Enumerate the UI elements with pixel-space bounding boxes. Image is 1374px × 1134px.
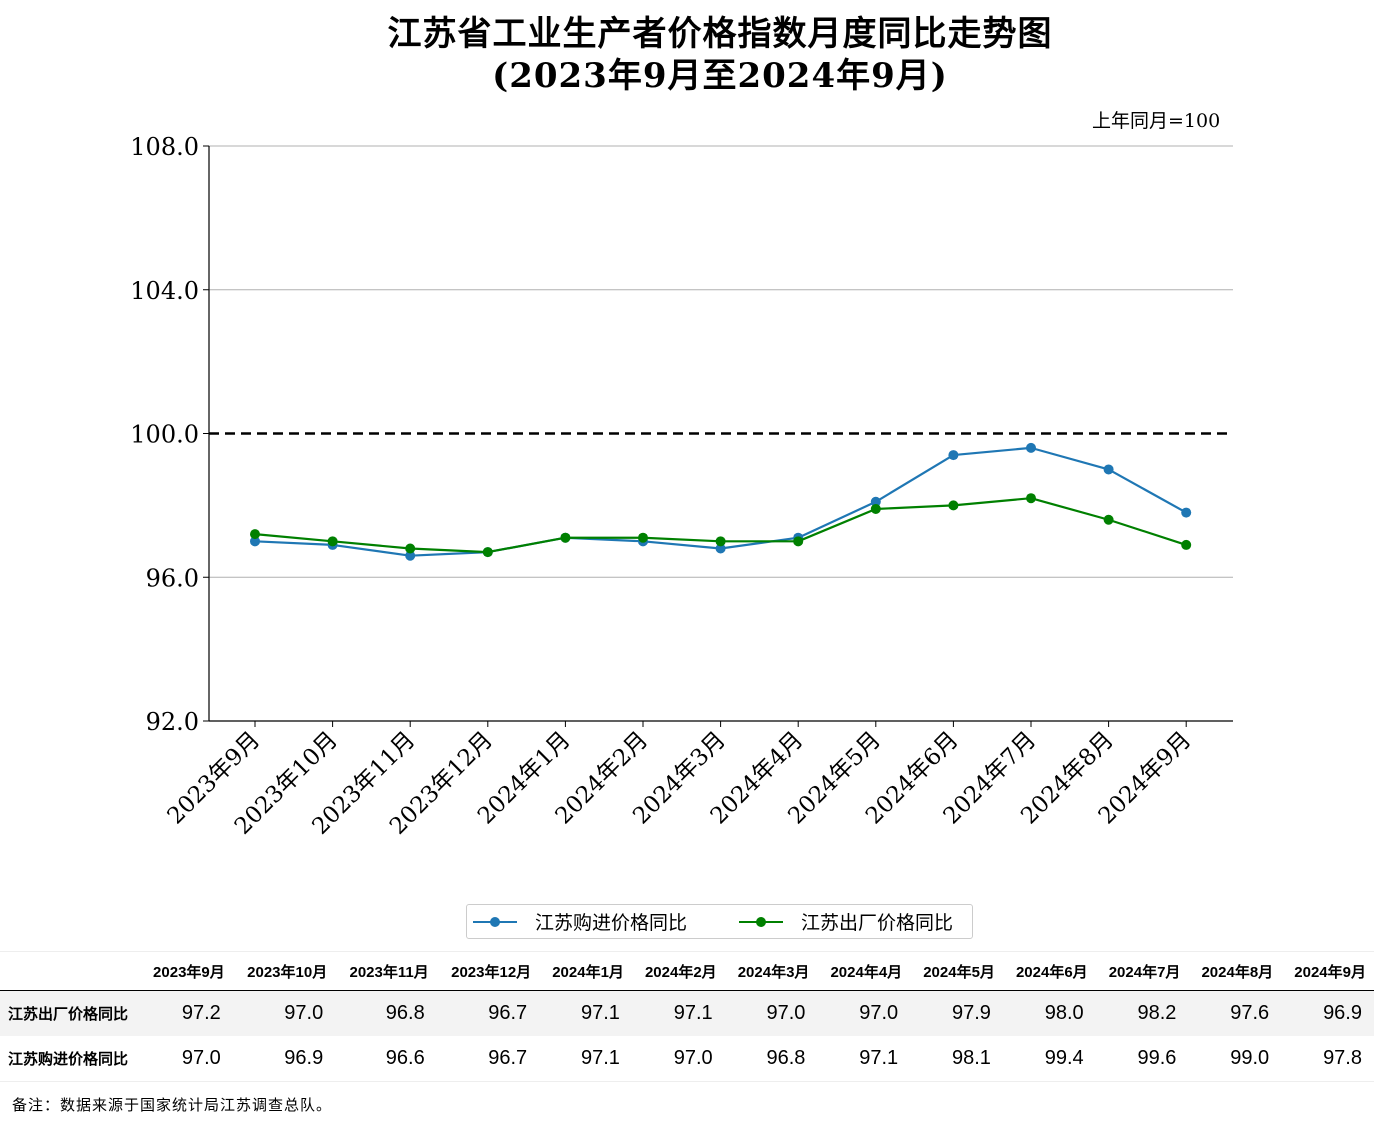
data-point-exfactory bbox=[1103, 514, 1114, 525]
table-header-cell: 2024年2月 bbox=[631, 951, 725, 991]
data-point-exfactory bbox=[793, 536, 804, 547]
data-point-exfactory bbox=[250, 529, 260, 540]
legend-label-exfactory: 江苏出厂价格同比 bbox=[801, 912, 954, 934]
table-row: 江苏出厂价格同比 97.2 97.0 96.8 96.7 97.1 97.1 97.0 97.0… bbox=[0, 990, 1374, 1036]
data-point-purchase bbox=[250, 536, 260, 547]
data-point-purchase bbox=[1026, 442, 1036, 453]
table-cell: 96.7 bbox=[436, 990, 540, 1036]
unit-note: 上年同月=100 bbox=[1092, 110, 1221, 132]
data-point-exfactory bbox=[715, 536, 726, 547]
data-point-exfactory bbox=[1181, 539, 1192, 550]
data-point-exfactory bbox=[405, 543, 416, 554]
table-cell: 97.1 bbox=[631, 990, 725, 1036]
table-cell: 96.6 bbox=[335, 1036, 437, 1082]
table-header-row: 2023年9月 2023年10月 2023年11月 2023年12月 2024年1月 20… bbox=[0, 951, 1374, 991]
chart-title: 江苏省工业生产者价格指数月度同比走势图 bbox=[387, 14, 1053, 54]
data-point-purchase bbox=[405, 550, 416, 561]
table-row: 江苏购进价格同比 97.0 96.9 96.6 96.7 97.1 97.0 96.8 97.1… bbox=[0, 1036, 1374, 1082]
table-corner-cell bbox=[0, 951, 141, 991]
table-cell: 98.0 bbox=[1002, 990, 1096, 1036]
legend: 江苏购进价格同比 江苏出厂价格同比 bbox=[466, 904, 973, 939]
table-cell: 97.0 bbox=[817, 990, 911, 1036]
legend-swatch-exfactory bbox=[739, 911, 783, 933]
line-chart: 92.0 96.0 100.0 104.0 108.0 2023年9月2023年10月2… bbox=[130, 133, 1233, 840]
table-cell: 97.1 bbox=[817, 1036, 911, 1082]
table-cell: 96.8 bbox=[335, 990, 437, 1036]
y-ticks: 92.0 96.0 100.0 104.0 108.0 bbox=[130, 133, 209, 736]
data-point-purchase bbox=[1181, 507, 1192, 518]
table-cell: 98.1 bbox=[910, 1036, 1003, 1082]
legend-label-purchase: 江苏购进价格同比 bbox=[535, 912, 688, 934]
table-header-cell: 2024年7月 bbox=[1095, 951, 1189, 991]
data-point-exfactory bbox=[638, 532, 648, 543]
data-point-purchase bbox=[1103, 464, 1114, 475]
y-tick-label: 96.0 bbox=[146, 564, 199, 592]
table-header-cell: 2024年8月 bbox=[1188, 951, 1282, 991]
table-header-cell: 2024年5月 bbox=[910, 951, 1003, 991]
data-point-purchase bbox=[715, 543, 726, 554]
table-cell: 97.1 bbox=[539, 990, 632, 1036]
table-header-cell: 2024年4月 bbox=[817, 951, 911, 991]
data-point-exfactory bbox=[327, 536, 338, 547]
y-tick-label: 104.0 bbox=[130, 277, 199, 305]
legend-item-purchase: 江苏购进价格同比 bbox=[473, 905, 687, 938]
table-header-cell: 2023年12月 bbox=[436, 951, 540, 991]
table-header-cell: 2023年11月 bbox=[335, 951, 437, 991]
table-row-label: 江苏出厂价格同比 bbox=[0, 990, 141, 1036]
table-row-label: 江苏购进价格同比 bbox=[0, 1036, 141, 1082]
table-cell: 97.0 bbox=[140, 1036, 233, 1082]
table-header-cell: 2024年1月 bbox=[539, 951, 632, 991]
table-cell: 97.0 bbox=[631, 1036, 725, 1082]
table-cell: 96.7 bbox=[436, 1036, 540, 1082]
chart-subtitle: (2023年9月至2024年9月) bbox=[492, 56, 948, 96]
table-cell: 99.0 bbox=[1188, 1036, 1282, 1082]
data-point-exfactory bbox=[948, 500, 959, 511]
table-cell: 97.6 bbox=[1188, 990, 1282, 1036]
table-cell: 98.2 bbox=[1095, 990, 1189, 1036]
table-header-cell: 2024年3月 bbox=[724, 951, 818, 991]
table-header-cell: 2024年6月 bbox=[1002, 951, 1096, 991]
table-cell: 97.2 bbox=[140, 990, 233, 1036]
data-point-exfactory bbox=[1026, 493, 1036, 504]
data-point-exfactory bbox=[482, 547, 493, 558]
data-point-purchase bbox=[870, 496, 881, 507]
table-header-cell: 2024年9月 bbox=[1281, 951, 1374, 991]
table-cell: 97.9 bbox=[910, 990, 1003, 1036]
table-cell: 96.8 bbox=[724, 1036, 818, 1082]
table-cell: 97.0 bbox=[724, 990, 818, 1036]
table-cell: 96.9 bbox=[1281, 990, 1374, 1036]
table-header-cell: 2023年10月 bbox=[232, 951, 336, 991]
y-tick-label: 100.0 bbox=[130, 421, 199, 449]
table-cell: 97.8 bbox=[1281, 1036, 1374, 1082]
table-cell: 99.4 bbox=[1002, 1036, 1096, 1082]
data-point-exfactory bbox=[870, 503, 881, 514]
series-layer bbox=[250, 442, 1192, 561]
table-cell: 97.1 bbox=[539, 1036, 632, 1082]
table-header-cell: 2023年9月 bbox=[140, 951, 233, 991]
legend-item-exfactory: 江苏出厂价格同比 bbox=[739, 905, 953, 938]
footnote: 备注：数据来源于国家统计局江苏调查总队。 bbox=[12, 1096, 333, 1114]
y-tick-label: 108.0 bbox=[130, 133, 199, 161]
table-cell: 99.6 bbox=[1095, 1036, 1189, 1082]
data-point-exfactory bbox=[560, 532, 571, 543]
table-cell: 97.0 bbox=[232, 990, 336, 1036]
table-body: 江苏出厂价格同比 97.2 97.0 96.8 96.7 97.1 97.1 97.0 97.0… bbox=[0, 990, 1374, 1082]
x-ticks: 2023年9月2023年10月2023年11月2023年12月2024年1月20… bbox=[163, 721, 1196, 840]
data-table: 2023年9月 2023年10月 2023年11月 2023年12月 2024年1月 20… bbox=[0, 951, 1374, 1082]
y-tick-label: 92.0 bbox=[146, 708, 199, 736]
legend-swatch-purchase bbox=[473, 911, 517, 933]
table-cell: 96.9 bbox=[232, 1036, 336, 1082]
data-point-purchase bbox=[948, 450, 959, 461]
